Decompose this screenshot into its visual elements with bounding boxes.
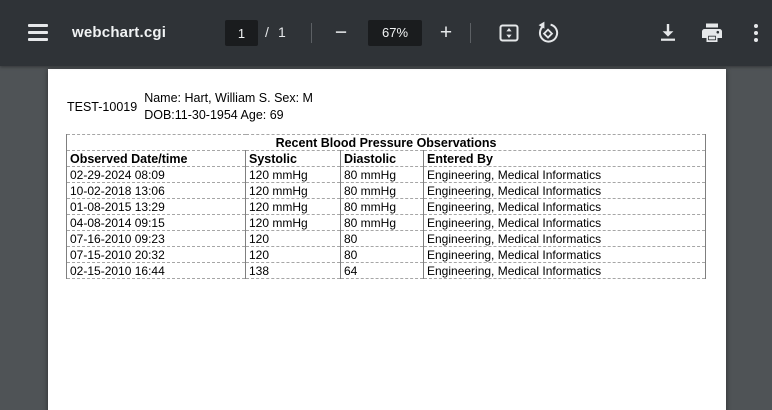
table-cell: 80 mmHg	[340, 182, 424, 199]
page-separator: /	[265, 24, 269, 40]
print-button[interactable]	[697, 18, 727, 48]
menu-button[interactable]	[24, 19, 52, 47]
table-cell: 120	[245, 246, 341, 263]
bp-observations-table: Recent Blood Pressure Observations Obser…	[65, 134, 707, 279]
table-cell: Engineering, Medical Informatics	[422, 166, 707, 183]
pdf-toolbar: webchart.cgi / 1 − 67% +	[0, 0, 772, 66]
patient-name-line: Name: Hart, William S. Sex: M	[144, 91, 313, 105]
patient-header: TEST-10019 Name: Hart, William S. Sex: M…	[67, 90, 313, 124]
column-header-observed: Observed Date/time	[66, 150, 246, 167]
table-row: 01-08-2015 13:29 120 mmHg 80 mmHg Engineeri…	[66, 198, 707, 215]
column-header-diastolic: Diastolic	[340, 150, 424, 167]
table-row: 02-15-2010 16:44 138 64 Engineering, Medica…	[66, 262, 707, 279]
table-cell: 80	[340, 230, 424, 247]
table-cell: 64	[340, 262, 424, 279]
table-cell: 120 mmHg	[245, 214, 341, 231]
column-header-entered-by: Entered By	[422, 150, 707, 167]
rotate-counterclockwise-icon	[538, 21, 559, 43]
document-title: webchart.cgi	[72, 24, 167, 41]
table-row: 10-02-2018 13:06 120 mmHg 80 mmHg Engineeri…	[66, 182, 707, 199]
table-cell: 07-16-2010 09:23	[66, 230, 246, 247]
table-cell: 10-02-2018 13:06	[66, 182, 246, 199]
table-cell: Engineering, Medical Informatics	[422, 230, 707, 247]
table-row: 07-16-2010 09:23 120 80 Engineering, Medica…	[66, 230, 707, 247]
more-options-button[interactable]	[741, 18, 771, 48]
zoom-out-button[interactable]: −	[327, 18, 355, 48]
table-cell: 80	[340, 246, 424, 263]
fit-to-page-icon	[499, 24, 519, 42]
table-cell: 138	[245, 262, 341, 279]
table-cell: 80 mmHg	[340, 214, 424, 231]
fit-to-page-button[interactable]	[494, 18, 524, 48]
table-cell: Engineering, Medical Informatics	[422, 262, 707, 279]
hamburger-icon	[28, 31, 48, 34]
table-cell: 80 mmHg	[340, 166, 424, 183]
table-title-row: Recent Blood Pressure Observations	[65, 134, 707, 151]
table-cell: 01-08-2015 13:29	[66, 198, 246, 215]
patient-dob-line: DOB:11-30-1954 Age: 69	[144, 108, 284, 122]
page-number-input[interactable]	[225, 20, 258, 46]
table-title: Recent Blood Pressure Observations	[65, 134, 707, 151]
page-count-label: 1	[278, 24, 286, 40]
table-cell: 120 mmHg	[245, 166, 341, 183]
table-cell: Engineering, Medical Informatics	[422, 246, 707, 263]
table-cell: 07-15-2010 20:32	[66, 246, 246, 263]
zoom-level-field[interactable]: 67%	[368, 20, 422, 46]
table-cell: 02-29-2024 08:09	[66, 166, 246, 183]
toolbar-divider	[470, 23, 471, 43]
table-cell: 120 mmHg	[245, 182, 341, 199]
table-cell: 02-15-2010 16:44	[66, 262, 246, 279]
column-header-systolic: Systolic	[245, 150, 341, 167]
toolbar-divider	[311, 23, 312, 43]
table-cell: 120 mmHg	[245, 198, 341, 215]
rotate-button[interactable]	[533, 18, 563, 48]
table-cell: 80 mmHg	[340, 198, 424, 215]
document-page: TEST-10019 Name: Hart, William S. Sex: M…	[48, 69, 726, 410]
table-row: 07-15-2010 20:32 120 80 Engineering, Medica…	[66, 246, 707, 263]
hamburger-icon	[28, 24, 48, 27]
zoom-in-button[interactable]: +	[432, 18, 460, 48]
download-button[interactable]	[653, 18, 683, 48]
table-cell: Engineering, Medical Informatics	[422, 182, 707, 199]
download-icon	[661, 24, 675, 41]
patient-id: TEST-10019	[67, 100, 138, 114]
print-icon	[702, 23, 722, 42]
table-header-row: Observed Date/time Systolic Diastolic En…	[66, 150, 707, 167]
hamburger-icon	[28, 38, 48, 41]
pdf-viewport[interactable]: TEST-10019 Name: Hart, William S. Sex: M…	[0, 66, 772, 410]
table-row: 02-29-2024 08:09 120 mmHg 80 mmHg Engineeri…	[66, 166, 707, 183]
table-row: 04-08-2014 09:15 120 mmHg 80 mmHg Engineeri…	[66, 214, 707, 231]
table-cell: 04-08-2014 09:15	[66, 214, 246, 231]
table-cell: 120	[245, 230, 341, 247]
table-cell: Engineering, Medical Informatics	[422, 198, 707, 215]
table-cell: Engineering, Medical Informatics	[422, 214, 707, 231]
more-options-icon	[754, 24, 758, 42]
